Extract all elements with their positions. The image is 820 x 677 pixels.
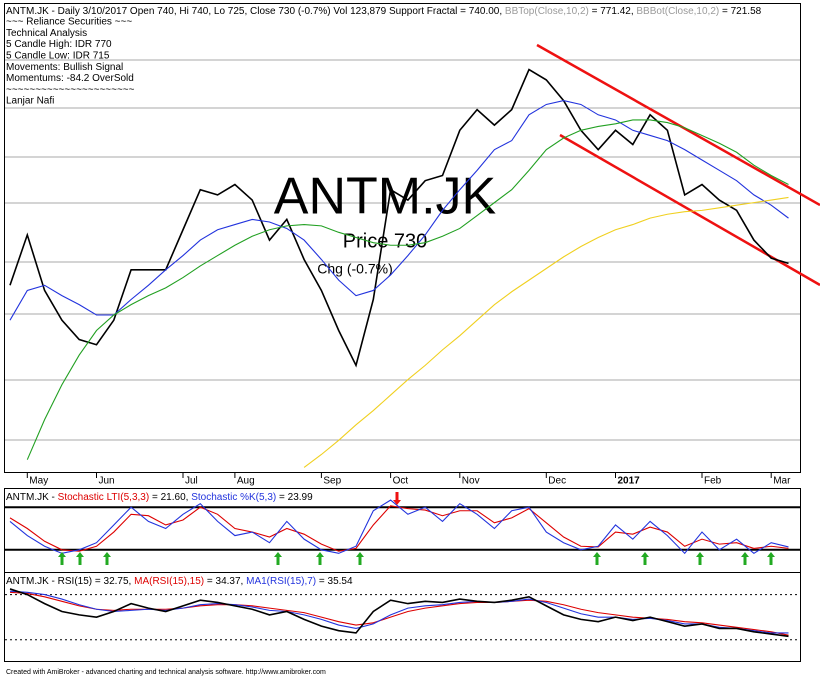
watermark-price: Price 730: [343, 230, 428, 252]
x-tick-label: Aug: [237, 476, 255, 487]
header-part: BBTop(Close,10,2): [505, 6, 589, 17]
price-frame: [4, 3, 801, 473]
info-line: Momentums: -84.2 OverSold: [6, 73, 134, 84]
series-line: [26, 119, 789, 460]
x-tick-label: 2017: [618, 476, 641, 487]
frames: [4, 3, 801, 662]
header-part: MA1(RSI(15),7): [246, 576, 316, 587]
x-tick-label: Feb: [704, 476, 722, 487]
info-line: ~~~ Reliance Securities ~~~: [6, 17, 132, 28]
x-tick-label: May: [29, 476, 48, 487]
series-line: [9, 499, 789, 555]
info-line: 5 Candle High: IDR 770: [6, 39, 112, 50]
header-part: = 771.42,: [589, 6, 637, 17]
buy-arrow: [58, 552, 66, 565]
buy-arrow: [696, 552, 704, 565]
info-line: ~~~~~~~~~~~~~~~~~~~~~~: [6, 84, 135, 95]
buy-arrow: [103, 552, 111, 565]
x-tick-label: Nov: [462, 476, 480, 487]
channel-top: [536, 43, 820, 207]
x-tick-label: Jul: [185, 476, 198, 487]
watermark-symbol: ANTM.JK: [274, 168, 497, 226]
header-part: ANTM.JK -: [6, 492, 58, 503]
buy-arrow: [767, 552, 775, 565]
header-part: ANTM.JK - RSI(15) = 32.75,: [6, 576, 134, 587]
header-part: ANTM.JK - Daily 3/10/2017 Open 740, Hi 7…: [6, 6, 505, 17]
buy-arrow: [356, 552, 364, 565]
info-line: 5 Candle Low: IDR 715: [6, 51, 110, 62]
info-line: Lanjar Nafi: [6, 96, 54, 107]
price-grid: [5, 59, 800, 441]
buy-arrow: [741, 552, 749, 565]
header-part: = 21.60,: [149, 492, 191, 503]
header-part: = 34.37,: [204, 576, 246, 587]
x-tick-label: Jun: [99, 476, 115, 487]
sell-arrow: [393, 492, 401, 505]
footer: Created with AmiBroker - advanced charti…: [6, 669, 326, 676]
header-part: BBBot(Close,10,2): [636, 6, 719, 17]
info-line: Technical Analysis: [6, 28, 87, 39]
price-header: ANTM.JK - Daily 3/10/2017 Open 740, Hi 7…: [6, 6, 762, 17]
rsi-frame: [4, 572, 801, 662]
buy-arrow: [274, 552, 282, 565]
header-part: Stochastic LTI(5,3,3): [58, 492, 150, 503]
buy-arrow: [641, 552, 649, 565]
stoch-header: ANTM.JK - Stochastic LTI(5,3,3) = 21.60,…: [6, 492, 313, 503]
header-part: Stochastic %K(5,3): [191, 492, 276, 503]
rsi-header: ANTM.JK - RSI(15) = 32.75, MA(RSI(15),15…: [6, 576, 353, 587]
series-line: [303, 196, 789, 468]
header-part: MA(RSI(15),15): [134, 576, 204, 587]
buy-arrow: [316, 552, 324, 565]
x-tick-label: Oct: [393, 476, 409, 487]
x-tick-label: Dec: [548, 476, 566, 487]
header-part: = 35.54: [316, 576, 353, 587]
watermark-change: Chg (-0.7%): [317, 261, 392, 277]
header-part: = 721.58: [719, 6, 761, 17]
series-line: [9, 588, 789, 638]
x-tick-label: Sep: [323, 476, 341, 487]
buy-arrow: [593, 552, 601, 565]
info-line: Movements: Bullish Signal: [6, 62, 123, 73]
header-part: = 23.99: [276, 492, 313, 503]
buy-arrow: [76, 552, 84, 565]
watermark: ANTM.JK Price 730 Chg (-0.7%): [274, 168, 497, 277]
series-line: [9, 68, 789, 368]
x-tick-label: Mar: [773, 476, 791, 487]
series-line: [9, 100, 789, 321]
